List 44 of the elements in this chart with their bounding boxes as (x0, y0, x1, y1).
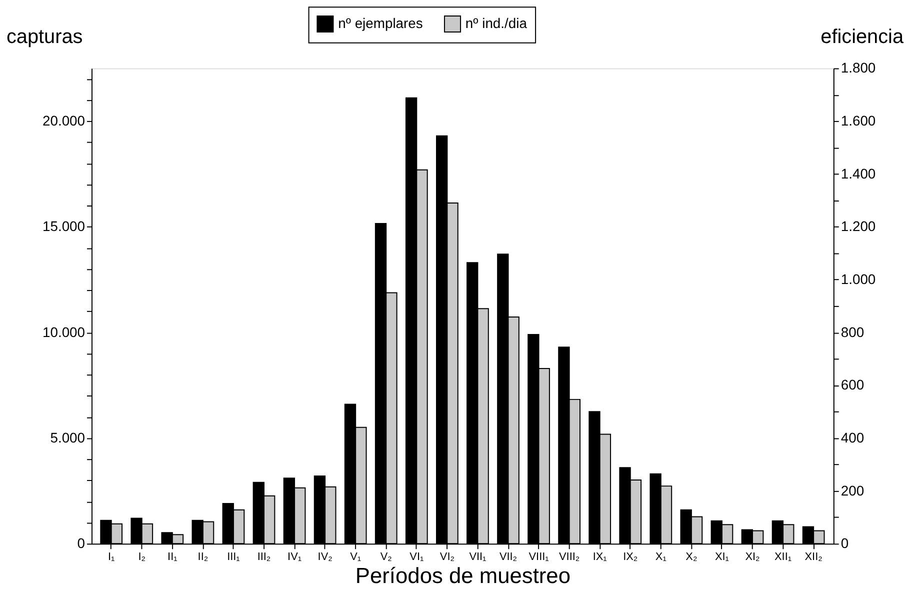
x-tick-label: X₂ (686, 551, 698, 564)
x-tick-label: VI₁ (410, 551, 424, 564)
y2-tick-label: 1.400 (840, 165, 876, 182)
y2-tick-label: 600 (840, 376, 864, 393)
x-tick-label: VII₂ (499, 551, 518, 564)
x-tick-label: IV₂ (318, 551, 332, 564)
x-tick-label: XII₁ (774, 551, 792, 564)
y-tick-label: 20.000 (42, 112, 86, 129)
x-tick-label: XI₁ (714, 551, 730, 564)
y2-tick-label: 400 (840, 429, 864, 446)
y2-tick-label: 1.200 (840, 218, 876, 234)
x-tick-label: X₁ (655, 551, 667, 564)
x-axis-title: Períodos de muestreo (355, 562, 570, 588)
y2-tick-label: 800 (840, 324, 864, 340)
y-tick-label: 5.000 (50, 429, 86, 446)
legend-label: nº ejemplares (338, 14, 423, 31)
legend-label: nº ind./dia (465, 14, 528, 31)
y-tick-label: 0 (77, 535, 86, 552)
x-tick-label: IV₁ (288, 551, 302, 564)
y-axis-title: capturas (6, 26, 83, 48)
y2-tick-label: 1.800 (840, 60, 876, 76)
x-tick-label: I₂ (138, 551, 146, 564)
y2-tick-label: 1.000 (840, 271, 876, 288)
x-tick-label: V₁ (350, 551, 362, 564)
x-tick-label: IX₂ (623, 551, 638, 564)
x-tick-label: IX₁ (592, 551, 608, 564)
x-tick-label: VIII₁ (528, 551, 550, 564)
x-tick-label: XI₂ (745, 551, 760, 564)
x-tick-label: VI₂ (440, 551, 454, 564)
y-tick-label: 15.000 (42, 218, 86, 234)
x-tick-label: II₂ (198, 551, 208, 564)
x-tick-label: II₁ (168, 551, 178, 564)
x-tick-label: V₂ (380, 551, 392, 564)
x-tick-label: I₁ (108, 551, 116, 564)
x-tick-label: III₂ (257, 551, 271, 564)
y2-tick-label: 200 (840, 482, 864, 498)
y2-axis-title: eficiencia (820, 26, 904, 48)
x-tick-label: VII₁ (469, 551, 487, 564)
y2-tick-label: 1.600 (840, 112, 876, 129)
y-tick-label: 10.000 (42, 324, 86, 340)
x-tick-label: VIII₂ (558, 551, 580, 564)
y2-tick-label: 0 (840, 535, 849, 552)
x-tick-label: III₁ (227, 551, 240, 564)
x-tick-label: XII₂ (804, 551, 822, 564)
